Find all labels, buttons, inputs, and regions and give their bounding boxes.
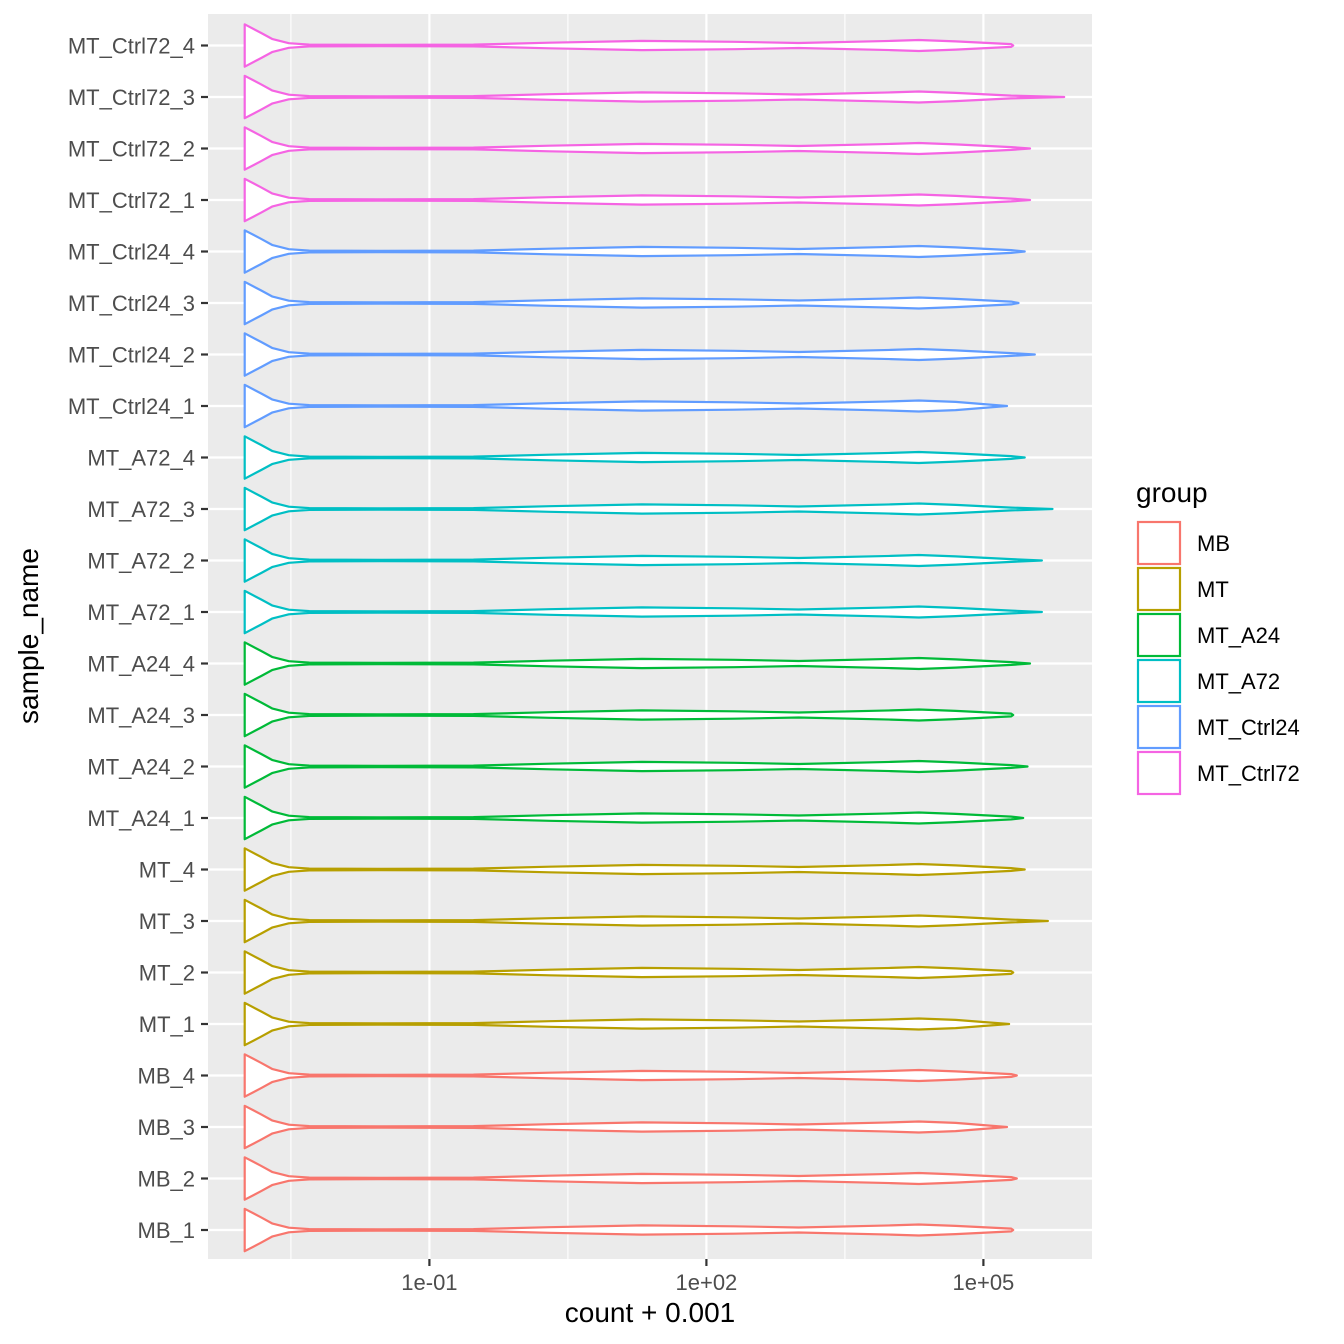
y-tick-label: MT_Ctrl24_2 — [68, 343, 195, 368]
violin-MT_Ctrl72_1 — [243, 177, 1032, 223]
x-axis: 1e-01 1e+02 1e+05 — [401, 1259, 1014, 1295]
violin-MT_1 — [243, 1001, 1011, 1047]
panel-background — [208, 14, 1092, 1259]
violin-MT_Ctrl72_4 — [243, 23, 1015, 68]
y-tick-label: MB_4 — [138, 1064, 195, 1089]
violin-MT_2 — [243, 950, 1015, 995]
legend-key-MT_Ctrl72 — [1136, 750, 1182, 796]
y-tick-label: MB_1 — [138, 1218, 195, 1243]
y-tick-label: MT_A72_3 — [87, 497, 195, 522]
y-tick-label: MT_A72_1 — [87, 600, 195, 625]
y-tick-label: MT_Ctrl24_4 — [68, 240, 195, 265]
y-tick-label: MT_Ctrl24_1 — [68, 394, 195, 419]
violin-MT_4 — [243, 847, 1026, 892]
violin-MT_Ctrl24_1 — [243, 383, 1009, 429]
violin-MB_3 — [243, 1104, 1009, 1150]
legend-label: MT_Ctrl72 — [1197, 761, 1300, 786]
violin-MT_A24_1 — [243, 795, 1025, 841]
violin-MT_A72_2 — [243, 538, 1043, 583]
violin-MT_A24_3 — [243, 692, 1015, 738]
violin-MT_3 — [243, 898, 1049, 944]
legend: group MB MT MT_A24 MT_A72 MT_Ctrl24 MT_Ctrl72 — [1136, 477, 1300, 796]
violin-MB_2 — [243, 1156, 1018, 1201]
violin-MT_Ctrl72_3 — [243, 74, 1066, 120]
y-tick-label: MT_1 — [139, 1012, 195, 1037]
violins — [243, 23, 1066, 1253]
x-tick-label: 1e+05 — [953, 1270, 1015, 1295]
violin-MT_Ctrl24_2 — [243, 332, 1036, 377]
y-tick-label: MT_Ctrl72_4 — [68, 34, 195, 59]
legend-key-MT_Ctrl24 — [1136, 704, 1182, 750]
legend-key-MT — [1136, 566, 1182, 612]
y-axis: MB_1 MB_2 MB_3 MB_4 MT_1 MT_2 MT_3 MT_4 MT_A24_1… — [68, 34, 208, 1243]
y-tick-label: MT_Ctrl72_1 — [68, 188, 195, 213]
y-tick-label: MT_Ctrl72_2 — [68, 137, 195, 162]
y-tick-label: MT_A24_3 — [87, 703, 195, 728]
y-tick-label: MT_3 — [139, 909, 195, 934]
violin-MT_A24_2 — [243, 744, 1029, 789]
violin-MB_4 — [243, 1053, 1018, 1098]
y-tick-label: MT_A24_4 — [87, 652, 195, 677]
y-tick-label: MB_2 — [138, 1167, 195, 1192]
violin-MT_Ctrl24_3 — [243, 280, 1020, 326]
x-tick-label: 1e+02 — [676, 1270, 738, 1295]
minor-grid — [290, 14, 846, 1259]
legend-key-MT_A72 — [1136, 658, 1182, 704]
violin-MT_A72_4 — [243, 435, 1026, 480]
y-tick-label: MT_A24_1 — [87, 806, 195, 831]
legend-title: group — [1136, 477, 1208, 508]
y-axis-title: sample_name — [13, 548, 44, 724]
violin-MT_A24_4 — [243, 641, 1032, 686]
y-tick-label: MB_3 — [138, 1115, 195, 1140]
legend-label: MT — [1197, 577, 1229, 602]
x-tick-label: 1e-01 — [401, 1270, 457, 1295]
violin-MT_Ctrl24_4 — [243, 229, 1026, 274]
legend-label: MT_Ctrl24 — [1197, 715, 1300, 740]
legend-label: MT_A24 — [1197, 623, 1280, 648]
y-tick-label: MT_A24_2 — [87, 755, 195, 780]
y-tick-label: MT_2 — [139, 961, 195, 986]
violin-MT_A72_1 — [243, 589, 1043, 635]
legend-label: MT_A72 — [1197, 669, 1280, 694]
violin-MB_1 — [243, 1207, 1015, 1253]
y-tick-label: MT_4 — [139, 858, 195, 883]
y-tick-label: MT_Ctrl72_3 — [68, 85, 195, 110]
y-tick-label: MT_A72_2 — [87, 549, 195, 574]
violin-MT_A72_3 — [243, 486, 1054, 532]
violin-MT_Ctrl72_2 — [243, 126, 1032, 171]
y-tick-label: MT_A72_4 — [87, 446, 195, 471]
legend-key-MB — [1136, 520, 1182, 566]
y-tick-label: MT_Ctrl24_3 — [68, 291, 195, 316]
legend-label: MB — [1197, 531, 1230, 556]
x-axis-title: count + 0.001 — [565, 1297, 735, 1328]
legend-key-MT_A24 — [1136, 612, 1182, 658]
